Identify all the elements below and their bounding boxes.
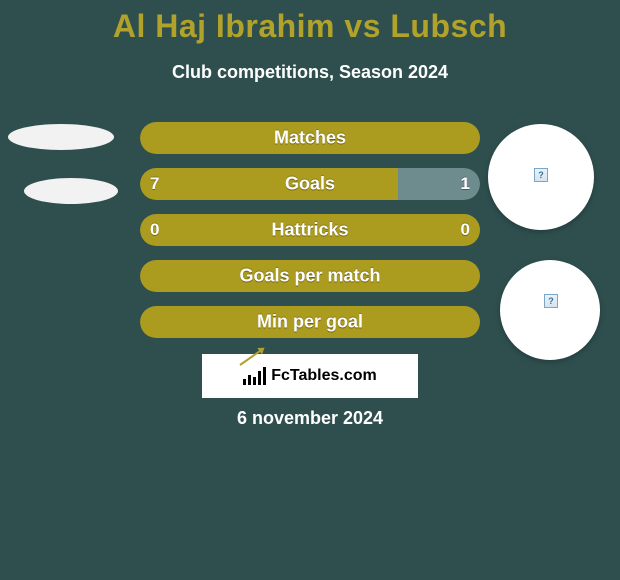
player-photo-2: ? bbox=[500, 260, 600, 360]
stat-bar: Goals per match bbox=[140, 260, 480, 292]
page-subtitle: Club competitions, Season 2024 bbox=[0, 62, 620, 83]
player-photo-1: ? bbox=[488, 124, 594, 230]
stat-bar: Goals7 1 bbox=[140, 168, 480, 200]
missing-image-icon: ? bbox=[544, 294, 558, 308]
stat-bar-left-value: 7 bbox=[150, 174, 159, 194]
logo-bars-icon bbox=[243, 367, 265, 385]
logo-text: FcTables.com bbox=[271, 367, 377, 385]
stat-bar: Min per goal bbox=[140, 306, 480, 338]
logo-arrow-icon bbox=[240, 348, 264, 366]
comparison-infographic: Al Haj Ibrahim vs Lubsch Club competition… bbox=[0, 0, 620, 580]
player-oval-2 bbox=[24, 178, 118, 204]
stat-bar-left-value: 0 bbox=[150, 220, 159, 240]
stat-bar-right-value: 0 bbox=[461, 220, 470, 240]
stat-bar-label: Goals bbox=[140, 174, 480, 195]
date-text: 6 november 2024 bbox=[0, 408, 620, 429]
page-title: Al Haj Ibrahim vs Lubsch bbox=[0, 8, 620, 45]
stat-bar-label: Hattricks bbox=[140, 220, 480, 241]
player-oval-1 bbox=[8, 124, 114, 150]
stat-bar-label: Matches bbox=[140, 128, 480, 149]
stat-bar: Matches bbox=[140, 122, 480, 154]
stat-bar-label: Min per goal bbox=[140, 312, 480, 333]
stat-bar-label: Goals per match bbox=[140, 266, 480, 287]
fctables-logo: FcTables.com bbox=[202, 354, 418, 398]
stat-bar-right-value: 1 bbox=[461, 174, 470, 194]
missing-image-icon: ? bbox=[534, 168, 548, 182]
stat-bar: Hattricks0 0 bbox=[140, 214, 480, 246]
